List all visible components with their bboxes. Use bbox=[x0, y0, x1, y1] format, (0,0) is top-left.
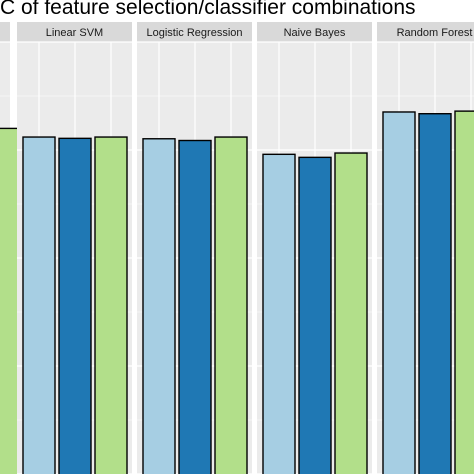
facet-strip bbox=[17, 22, 132, 42]
facet-panels: Linear SVM Logistic Regression Naive Bayes… bbox=[0, 22, 474, 474]
facet-panel: Logistic Regression bbox=[137, 22, 252, 474]
bar bbox=[298, 156, 332, 474]
bar bbox=[178, 139, 212, 474]
facet-strip-label: Logistic Regression bbox=[147, 27, 243, 39]
bar bbox=[418, 113, 452, 474]
facet-strip bbox=[0, 22, 10, 42]
facet-strip bbox=[137, 22, 252, 42]
bar bbox=[142, 138, 176, 474]
bar bbox=[22, 136, 56, 474]
chart-title: C of feature selection/classifier combin… bbox=[0, 0, 416, 19]
bar bbox=[94, 136, 128, 474]
facet-panel: Linear SVM bbox=[17, 22, 132, 474]
facet-strip-label: Naive Bayes bbox=[284, 27, 346, 39]
facet-panel: Random Forest bbox=[377, 22, 474, 474]
facet-strip bbox=[257, 22, 372, 42]
facet-strip bbox=[377, 22, 474, 42]
bar bbox=[262, 153, 296, 474]
bar bbox=[58, 137, 92, 474]
bar bbox=[214, 136, 248, 474]
bar bbox=[382, 111, 416, 474]
facet-strip-label: Random Forest bbox=[397, 27, 473, 39]
bar bbox=[454, 110, 474, 474]
facet-strip-label: Linear SVM bbox=[46, 27, 103, 39]
bar bbox=[334, 152, 368, 474]
facet-panel: Naive Bayes bbox=[257, 22, 372, 474]
